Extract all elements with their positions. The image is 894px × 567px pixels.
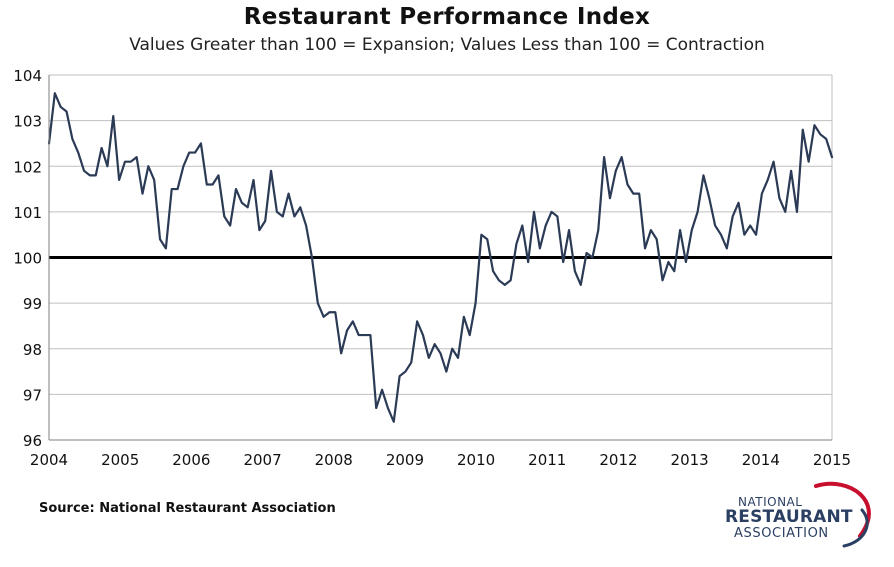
y-tick-label: 99 (23, 295, 42, 313)
x-tick-label: 2013 (671, 451, 709, 469)
series-layer (47, 92, 834, 423)
logo-line-national: NATIONAL (738, 495, 803, 509)
y-tick-label: 97 (23, 386, 42, 404)
chart-title: Restaurant Performance Index (243, 4, 651, 30)
series-line-0 (47, 92, 834, 423)
logo-line-association: ASSOCIATION (734, 526, 829, 541)
x-tick-label: 2011 (528, 451, 566, 469)
x-tick-label: 2009 (386, 451, 424, 469)
logo-swoosh-icon (814, 481, 871, 548)
axes: 96 97 98 99 100 101 102 103 104 2004 2005 2006 2007 2… (13, 67, 851, 469)
y-tick-label: 100 (13, 250, 42, 268)
x-tick-label: 2015 (813, 451, 851, 469)
chart-subtitle: Values Greater than 100 = Expansion; Val… (129, 35, 765, 55)
x-tick-label: 2006 (172, 451, 210, 469)
nra-logo: NATIONAL RESTAURANT ASSOCIATION (720, 480, 890, 550)
x-tick-label: 2007 (243, 451, 281, 469)
y-tick-label: 96 (23, 432, 42, 450)
x-tick-label: 2010 (457, 451, 495, 469)
y-tick-label: 102 (13, 158, 42, 176)
x-tick-label: 2008 (315, 451, 353, 469)
y-tick-label: 104 (13, 67, 42, 85)
y-tick-label: 101 (13, 204, 42, 222)
x-tick-label: 2004 (30, 451, 68, 469)
y-tick-label: 98 (23, 341, 42, 359)
x-tick-label: 2012 (599, 451, 637, 469)
x-tick-label: 2005 (101, 451, 139, 469)
source-note: Source: National Restaurant Association (39, 501, 336, 516)
y-tick-label: 103 (13, 113, 42, 131)
x-tick-label: 2014 (742, 451, 780, 469)
logo-line-restaurant: RESTAURANT (725, 507, 853, 527)
chart-svg: 96 97 98 99 100 101 102 103 104 2004 2005 2006 2007 2… (13, 67, 851, 469)
